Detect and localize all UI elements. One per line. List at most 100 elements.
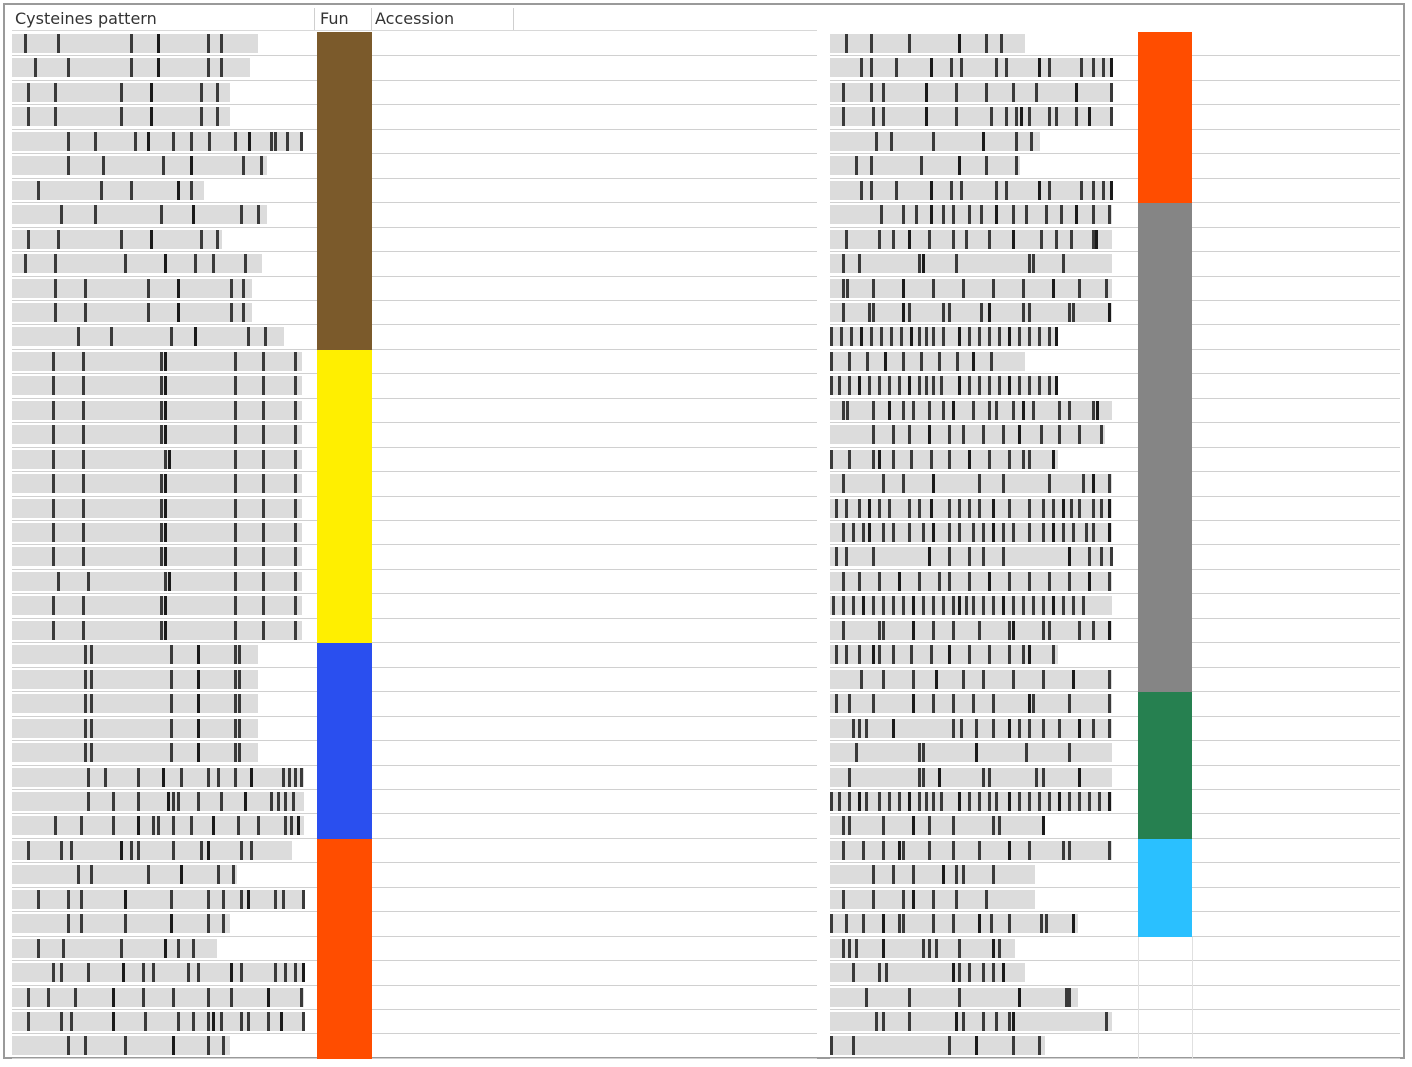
cysteine-mark [922, 743, 925, 763]
cysteine-mark [300, 767, 303, 787]
cysteine-mark [972, 351, 975, 371]
cysteine-mark [918, 571, 921, 591]
cysteine-mark [960, 180, 963, 200]
cysteine-mark [212, 816, 215, 836]
row-separator [830, 226, 1400, 228]
cysteine-mark [167, 791, 170, 811]
cysteine-mark [878, 498, 881, 518]
cysteine-mark [52, 351, 55, 371]
cysteine-mark [1062, 254, 1065, 274]
cysteine-mark [120, 229, 123, 249]
cysteine-mark [90, 645, 93, 665]
cysteine-mark [842, 523, 845, 542]
cysteine-mark [1040, 914, 1043, 934]
cysteine-mark [952, 205, 955, 225]
pattern-background [830, 620, 1112, 640]
cysteine-mark [932, 914, 935, 934]
row-separator [12, 324, 817, 326]
cysteine-mark [37, 180, 40, 200]
cysteine-mark [274, 131, 277, 151]
cysteine-mark [1028, 498, 1031, 518]
pattern-background [830, 474, 1112, 494]
cysteine-mark [234, 449, 237, 469]
cysteine-mark [164, 474, 167, 494]
cysteine-mark [902, 840, 905, 860]
row-separator [830, 446, 1400, 448]
cysteine-mark [840, 327, 843, 347]
cysteine-mark [242, 278, 245, 298]
cysteine-mark [982, 963, 985, 983]
cysteine-mark [872, 596, 875, 616]
cysteine-mark [157, 58, 160, 78]
cysteine-mark [1025, 205, 1028, 225]
cysteine-mark [952, 914, 955, 934]
cysteine-mark [27, 82, 30, 102]
cysteine-mark [958, 938, 961, 958]
pattern-background [12, 205, 267, 225]
cysteine-mark [257, 816, 260, 836]
cysteine-mark [180, 767, 183, 787]
cysteine-mark [1055, 107, 1058, 127]
header-underline [12, 30, 817, 31]
row-separator [12, 1009, 817, 1010]
cysteine-mark [958, 963, 961, 983]
cysteine-mark [168, 571, 171, 591]
row-separator [830, 764, 1400, 766]
cysteine-mark [948, 1036, 951, 1056]
cysteine-mark [892, 865, 895, 885]
cysteine-mark [1028, 376, 1031, 396]
row-separator [12, 911, 817, 913]
cysteine-mark [238, 669, 241, 689]
cysteine-mark [998, 938, 1001, 958]
cysteine-mark [988, 791, 991, 811]
cysteine-mark [1005, 58, 1008, 78]
cysteine-mark [908, 302, 911, 322]
cysteine-mark [172, 840, 175, 860]
cysteine-mark [180, 865, 183, 885]
cysteine-mark [830, 376, 833, 396]
cysteine-mark [1092, 180, 1095, 200]
cysteine-mark [52, 376, 55, 396]
cysteine-mark [918, 767, 921, 787]
cysteine-mark [882, 938, 885, 958]
cysteine-mark [982, 547, 985, 567]
cysteine-mark [37, 938, 40, 958]
cysteine-mark [1002, 474, 1005, 494]
cysteine-mark [247, 889, 250, 909]
cysteine-mark [878, 376, 881, 396]
cysteine-mark [935, 669, 938, 689]
cysteine-mark [928, 400, 931, 420]
cysteine-mark [882, 82, 885, 102]
fun-cell-border [1192, 961, 1193, 986]
pattern-background [830, 816, 1045, 836]
cysteine-mark [930, 449, 933, 469]
cysteine-mark [928, 816, 931, 836]
cysteine-mark [230, 963, 233, 983]
row-separator [12, 202, 817, 204]
row-separator [830, 397, 1400, 399]
cysteine-mark [845, 229, 848, 249]
cysteine-mark [190, 816, 193, 836]
cysteine-mark [985, 34, 988, 53]
cysteine-mark [168, 449, 171, 469]
cysteine-mark [910, 645, 913, 665]
cysteine-mark [67, 914, 70, 934]
cysteine-mark [197, 718, 200, 738]
cysteine-mark [920, 351, 923, 371]
cysteine-mark [284, 816, 287, 836]
cysteine-mark [216, 82, 219, 102]
cysteine-mark [27, 840, 30, 860]
cysteine-mark [197, 694, 200, 714]
cysteine-mark [164, 376, 167, 396]
cysteine-mark [1008, 718, 1011, 738]
cysteine-mark [1075, 107, 1078, 127]
cysteine-mark [57, 229, 60, 249]
pattern-background [12, 180, 204, 200]
cysteine-mark [846, 278, 849, 298]
cysteine-mark [842, 816, 845, 836]
fun-cell-border [1138, 1010, 1139, 1035]
cysteine-mark [1068, 302, 1071, 322]
row-separator [830, 471, 1400, 473]
cysteine-mark [1068, 547, 1071, 567]
cysteine-mark [1028, 694, 1031, 714]
